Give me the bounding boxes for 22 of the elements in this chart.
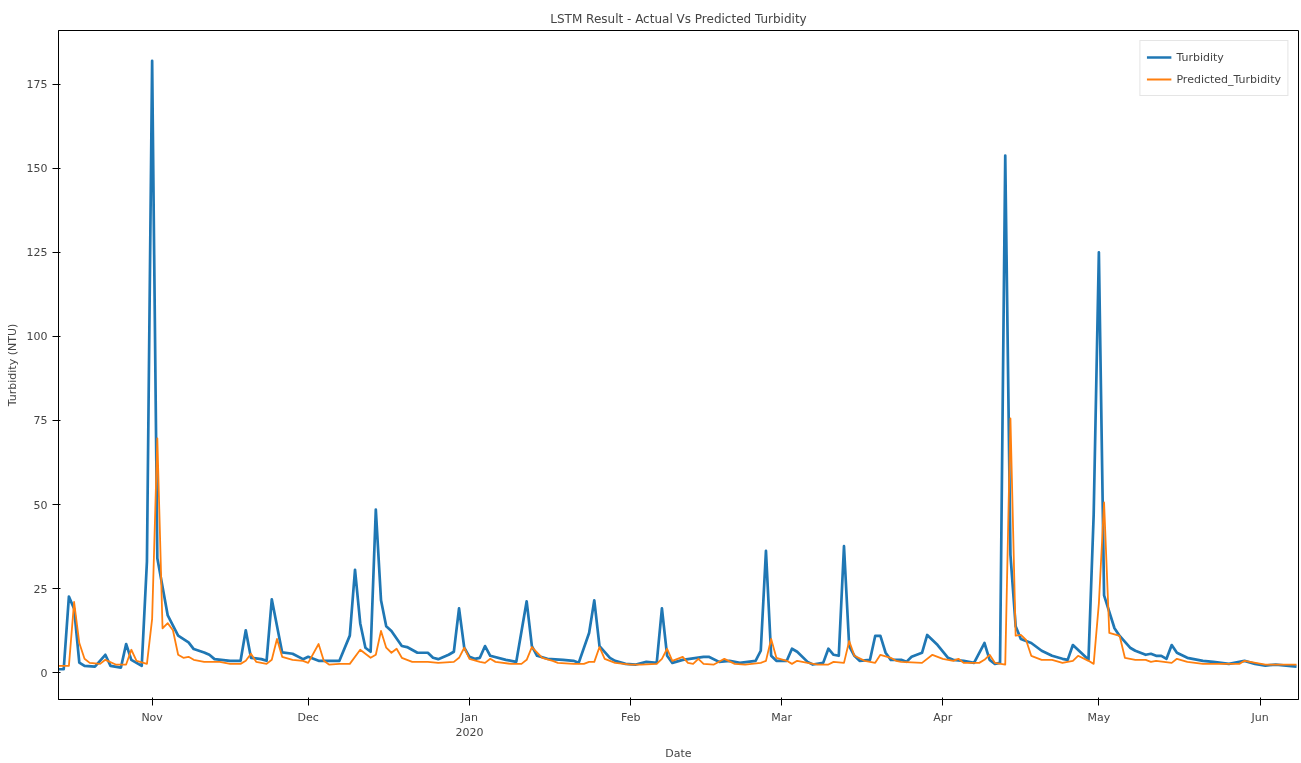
x-tick-label: May [1087, 710, 1111, 724]
y-tick-label: 150 [26, 162, 48, 176]
y-axis-title: Turbidity (NTU) [5, 323, 19, 408]
x-tick-label: Jun [1250, 710, 1269, 724]
y-tick-label: 25 [33, 582, 48, 596]
chart-title: LSTM Result - Actual Vs Predicted Turbidity [550, 11, 807, 26]
y-tick-label: 50 [33, 498, 48, 512]
legend-label: Turbidity [1176, 50, 1224, 64]
y-tick-label: 100 [26, 330, 48, 344]
y-tick-label: 125 [26, 246, 48, 260]
x-tick-label: Dec [297, 710, 319, 724]
x-axis-title: Date [665, 747, 692, 761]
x-tick-label: Apr [933, 710, 953, 724]
y-tick-label: 75 [33, 414, 48, 428]
y-tick-label: 175 [26, 78, 48, 92]
x-tick-label: Jan 2020 [455, 710, 484, 740]
legend-label: Predicted_Turbidity [1176, 72, 1281, 86]
y-tick-label: 0 [40, 666, 48, 680]
line-series [58, 417, 1298, 667]
x-tick-label: Mar [771, 710, 793, 724]
x-tick-label: Nov [141, 710, 164, 724]
x-tick-label: Feb [620, 710, 641, 724]
